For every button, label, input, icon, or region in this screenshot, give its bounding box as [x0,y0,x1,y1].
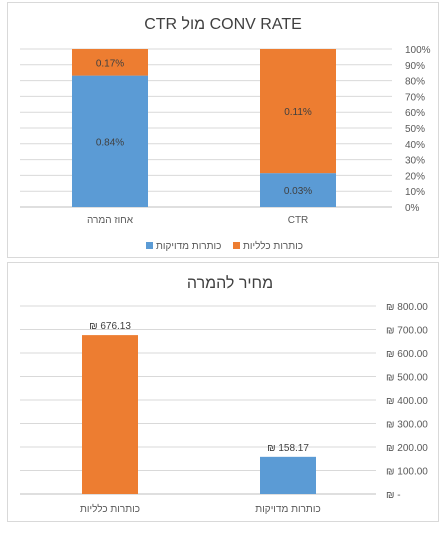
y-tick-label: ₪ 800.00 [386,302,428,313]
y-tick-label: ₪ 200.00 [386,443,428,454]
x-category-label: אחוז המרה [87,215,134,226]
x-category-label: כותרות כלליות [80,503,140,515]
y-tick-label: 90% [405,61,425,72]
y-tick-label: 20% [405,171,425,182]
y-tick-label: ₪ - [386,490,401,501]
bar [82,335,138,494]
chart1-title: CTR מול CONV RATE [144,15,302,33]
bar [260,456,316,494]
bar-segment [260,173,336,207]
bar-segment [72,49,148,76]
y-tick-label: 100% [405,45,431,56]
y-tick-label: ₪ 100.00 [386,467,428,478]
bar-segment [260,49,336,174]
legend-swatch [233,242,240,249]
y-tick-label: 10% [405,187,425,198]
data-label: 0.11% [284,107,312,118]
chart2-title: מחיר להמרה [187,274,273,292]
legend-label: כותרות מדויקות [156,241,221,252]
chart1-svg: CTR מול CONV RATE 0.84% 0.17% 0.03% 0.11% 0… [20,15,431,252]
y-tick-label: 40% [405,140,425,151]
y-tick-label: 0% [405,203,420,214]
data-label: ₪ 158.17 [267,443,309,454]
data-label: 0.03% [284,186,312,197]
y-tick-label: ₪ 300.00 [386,420,428,431]
legend-swatch [146,242,153,249]
legend-label: כותרות כלליות [243,240,303,252]
y-tick-label: ₪ 400.00 [386,396,428,407]
data-label: ₪ 676.13 [89,321,131,332]
x-category-label: כותרות מדויקות [255,504,320,515]
chart2-svg: מחיר להמרה ₪ 676.13 ₪ 158.17 ₪ - ₪ 100.00 ₪… [20,274,428,515]
data-label: 0.17% [96,58,124,69]
chart-cost-per-conversion: מחיר להמרה ₪ 676.13 ₪ 158.17 ₪ - ₪ 100.00 ₪… [7,262,439,522]
y-tick-label: 80% [405,77,425,88]
chart-conv-rate-vs-ctr: CTR מול CONV RATE 0.84% 0.17% 0.03% 0.11% 0… [7,2,439,258]
y-tick-label: ₪ 500.00 [386,373,428,384]
data-label: 0.84% [96,137,124,148]
y-tick-label: 30% [405,156,425,167]
x-category-label: CTR [288,215,309,226]
y-tick-label: 60% [405,108,425,119]
y-tick-label: 50% [405,124,425,135]
y-tick-label: ₪ 700.00 [386,326,428,337]
y-tick-label: 70% [405,92,425,103]
bar-segment [72,75,148,208]
y-tick-label: ₪ 600.00 [386,349,428,360]
